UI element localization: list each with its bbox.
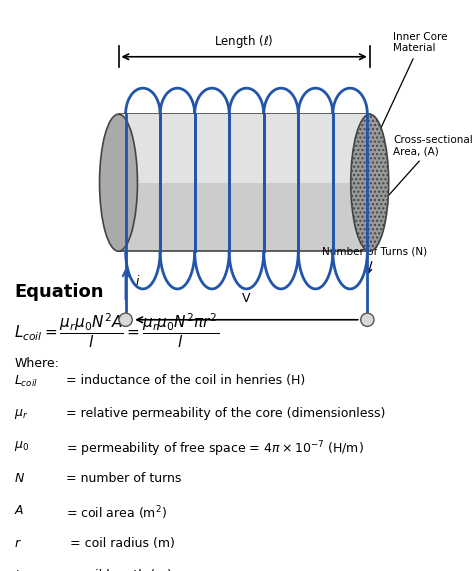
Text: = coil radius (m): = coil radius (m) [66,537,175,550]
Ellipse shape [100,114,137,251]
Text: $N$: $N$ [14,472,25,485]
Text: = inductance of the coil in henries (H): = inductance of the coil in henries (H) [66,374,306,387]
Text: = number of turns: = number of turns [66,472,182,485]
Text: $\mu_r$: $\mu_r$ [14,407,28,421]
Text: = relative permeability of the core (dimensionless): = relative permeability of the core (dim… [66,407,386,420]
Text: $r$: $r$ [14,537,22,550]
Text: V: V [242,292,251,305]
Text: $\mu_0$: $\mu_0$ [14,439,29,453]
Text: $L_{coil}$: $L_{coil}$ [14,374,38,389]
Text: Inner Core
Material: Inner Core Material [366,32,448,158]
Bar [118,114,370,251]
Text: Equation: Equation [14,283,104,301]
Text: = permeability of free space = $4\pi \times 10^{-7}$ (H/m): = permeability of free space = $4\pi \ti… [66,439,365,459]
Text: = coil area (m$^2$): = coil area (m$^2$) [66,504,167,522]
Text: $A$: $A$ [14,504,25,517]
Text: Cross-sectional
Area, (A): Cross-sectional Area, (A) [378,135,473,207]
Text: Where:: Where: [14,357,59,370]
Bar [118,114,370,183]
Text: $L_{coil} = \dfrac{\mu_r\mu_0 N^2 A}{l} = \dfrac{\mu_r\mu_0 N^2 \pi r^2}{l}$: $L_{coil} = \dfrac{\mu_r\mu_0 N^2 A}{l} … [14,311,219,349]
Text: Number of Turns (N): Number of Turns (N) [322,246,428,273]
Text: $l$: $l$ [14,569,19,571]
Ellipse shape [361,313,374,327]
Ellipse shape [119,313,132,327]
Text: = coil length (m): = coil length (m) [66,569,173,571]
Text: Length ($\ell$): Length ($\ell$) [214,33,274,50]
Text: i: i [135,275,138,288]
Ellipse shape [351,114,389,251]
